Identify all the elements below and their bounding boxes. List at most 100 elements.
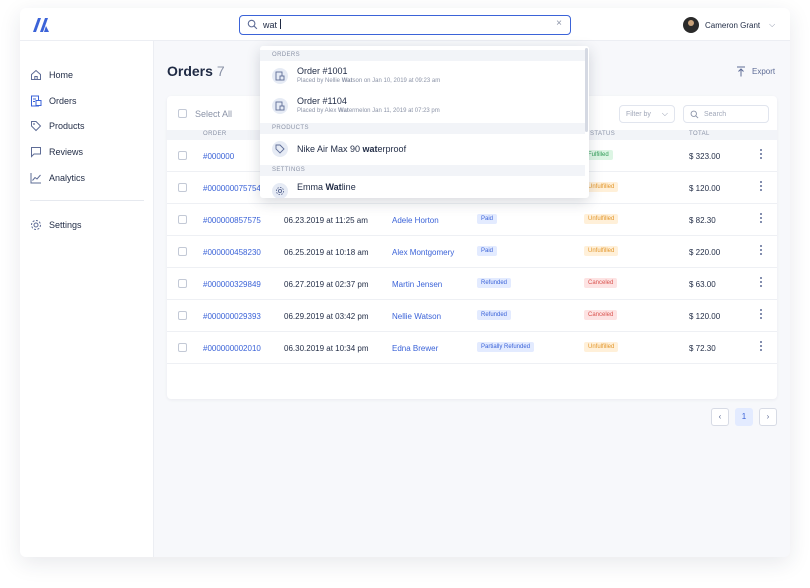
more-options-icon[interactable] (759, 245, 763, 257)
sidebar-item-label: Products (49, 121, 85, 131)
prev-page-button[interactable]: ‹ (711, 408, 729, 426)
order-id-link[interactable]: #000000458230 (203, 248, 261, 257)
filter-label: Filter by (626, 111, 651, 118)
row-checkbox[interactable] (178, 215, 187, 224)
row-checkbox[interactable] (178, 343, 187, 352)
table-row[interactable]: #000000458230 06.25.2019 at 10:18 am Alex … (167, 236, 777, 268)
order-id-link[interactable]: #000000857575 (203, 216, 261, 225)
customer-link[interactable]: Nellie Watson (392, 312, 442, 321)
customer-link[interactable]: Martin Jensen (392, 280, 443, 289)
table-row[interactable]: #000000329849 06.27.2019 at 02:37 pm Marti… (167, 268, 777, 300)
more-options-icon[interactable] (759, 277, 763, 289)
payment-badge: Refunded (477, 310, 512, 320)
customer-link[interactable]: Alex Montgomery (392, 248, 455, 257)
order-total: $ 63.00 (689, 280, 716, 289)
more-options-icon[interactable] (759, 213, 763, 225)
order-total: $ 323.00 (689, 152, 721, 161)
table-toolbar: Select All Filter by ⌵ Search (167, 96, 777, 130)
customer-link[interactable]: Adele Horton (392, 216, 439, 225)
more-options-icon[interactable] (759, 181, 763, 193)
order-total: $ 82.30 (689, 216, 716, 225)
sidebar-item-analytics[interactable]: Analytics (30, 170, 85, 186)
payment-badge: Refunded (477, 278, 512, 288)
search-icon (247, 19, 258, 30)
sidebar-item-label: Orders (49, 96, 77, 106)
order-id-link[interactable]: #000000 (203, 152, 235, 161)
order-id-link[interactable]: #000000329849 (203, 280, 261, 289)
app-window: wat × Cameron Grant ⌵ Home Orders Produc… (20, 8, 790, 557)
status-badge: Fulfilled (584, 150, 613, 160)
payment-badge: Partially Refunded (477, 342, 535, 352)
row-checkbox[interactable] (178, 279, 187, 288)
order-icon (272, 98, 288, 114)
upload-icon (737, 66, 745, 77)
global-search-input[interactable]: wat × (239, 15, 571, 35)
order-icon (272, 68, 288, 84)
filter-dropdown[interactable]: Filter by ⌵ (619, 105, 675, 123)
result-subtitle: Placed by Nellie Watson on Jan 10, 2019 … (297, 78, 441, 84)
result-title: Nike Air Max 90 waterproof (297, 144, 407, 154)
home-icon (31, 69, 41, 80)
column-order: ORDER (203, 131, 227, 137)
more-options-icon[interactable] (759, 341, 763, 353)
table-row[interactable]: #000000002010 06.30.2019 at 10:34 pm Edna … (167, 332, 777, 364)
status-badge: Unfulfilled (584, 342, 619, 352)
row-checkbox[interactable] (178, 183, 187, 192)
order-id-link[interactable]: #000000002010 (203, 344, 261, 353)
row-checkbox[interactable] (178, 311, 187, 320)
result-title: Order #1001 (297, 66, 348, 76)
table-search-input[interactable]: Search (683, 105, 769, 123)
order-id-link[interactable]: #000000029393 (203, 312, 261, 321)
order-date: 06.23.2019 at 11:25 am (284, 216, 368, 225)
status-badge: Canceled (584, 278, 618, 288)
column-status: STATUS (590, 131, 616, 137)
sidebar-divider (30, 200, 144, 201)
row-checkbox[interactable] (178, 151, 187, 160)
status-badge: Unfulfilled (584, 214, 619, 224)
customer-link[interactable]: Edna Brewer (392, 344, 439, 353)
order-date: 06.25.2019 at 10:18 am (284, 248, 369, 257)
gear-icon (272, 183, 288, 198)
chat-icon (31, 147, 41, 158)
status-badge: Unfulfilled (584, 182, 619, 192)
order-date: 06.29.2019 at 03:42 pm (284, 312, 369, 321)
payment-badge: Paid (477, 246, 498, 256)
order-date: 06.27.2019 at 02:37 pm (284, 280, 369, 289)
select-all-label: Select All (195, 109, 233, 119)
sidebar-item-orders[interactable]: Orders (30, 93, 77, 109)
avatar (683, 17, 699, 33)
more-options-icon[interactable] (759, 309, 763, 321)
more-options-icon[interactable] (759, 149, 763, 161)
gear-icon (31, 220, 41, 230)
export-button[interactable]: Export (736, 66, 775, 77)
search-results-dropdown: ORDERS Order #1001 Placed by Nellie Wats… (260, 46, 589, 198)
result-subtitle: Placed by Alex Watermelon Jan 11, 2019 a… (297, 108, 440, 114)
sidebar-item-home[interactable]: Home (30, 67, 73, 83)
user-name: Cameron Grant (705, 20, 761, 30)
chart-icon (30, 173, 41, 184)
status-badge: Canceled (584, 310, 618, 320)
sidebar-item-products[interactable]: Products (30, 118, 85, 134)
select-all-checkbox[interactable] (178, 109, 187, 118)
scrollbar[interactable] (585, 48, 588, 132)
table-row[interactable]: #000000857575 06.23.2019 at 11:25 am Adele… (167, 204, 777, 236)
clear-search-icon[interactable]: × (556, 18, 562, 29)
tag-icon (31, 121, 42, 132)
page-1-button[interactable]: 1 (735, 408, 753, 426)
order-total: $ 120.00 (689, 184, 721, 193)
next-page-button[interactable]: › (759, 408, 777, 426)
section-products: PRODUCTS (260, 123, 585, 134)
sidebar-item-settings[interactable]: Settings (30, 217, 82, 233)
user-menu[interactable]: Cameron Grant ⌵ (683, 16, 775, 34)
order-total: $ 120.00 (689, 312, 721, 321)
table-row[interactable]: #000000029393 06.29.2019 at 03:42 pm Nelli… (167, 300, 777, 332)
logo-icon[interactable] (32, 17, 50, 33)
row-checkbox[interactable] (178, 247, 187, 256)
top-bar: wat × Cameron Grant ⌵ (20, 8, 790, 41)
sidebar: Home Orders Products Reviews Analytics S… (20, 41, 154, 557)
order-id-link[interactable]: #000000075754 (203, 184, 261, 193)
column-total: TOTAL (689, 131, 710, 137)
status-badge: Unfulfilled (584, 246, 619, 256)
result-title: Order #1104 (297, 96, 347, 106)
sidebar-item-reviews[interactable]: Reviews (30, 144, 83, 160)
